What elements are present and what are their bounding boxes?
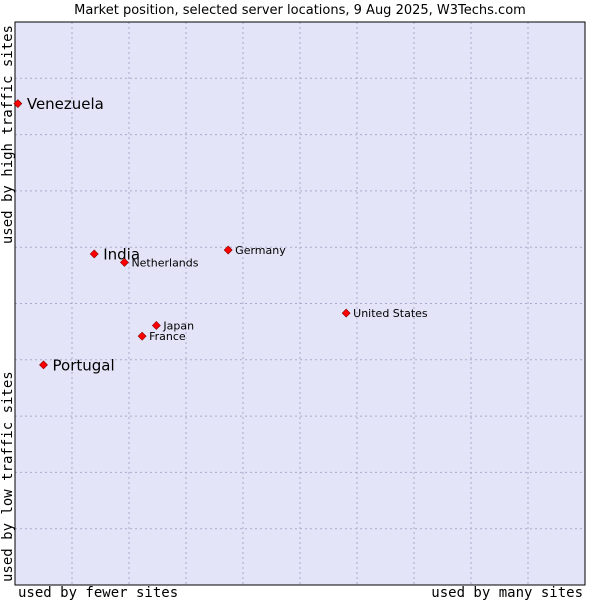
point-marker-germany xyxy=(223,245,233,255)
point-label-germany: Germany xyxy=(235,244,286,257)
point-label-france: France xyxy=(149,330,186,343)
y-axis-label-low: used by low traffic sites xyxy=(0,371,16,582)
x-axis-label-low: used by fewer sites xyxy=(18,585,178,600)
point-marker-india xyxy=(89,249,99,259)
point-label-venezuela: Venezuela xyxy=(27,95,104,113)
point-marker-united-states xyxy=(341,308,351,318)
point-marker-france xyxy=(137,331,147,341)
x-axis-label-high: used by many sites xyxy=(431,585,583,600)
grid-lines xyxy=(15,22,585,585)
chart-title: Market position, selected server locatio… xyxy=(74,3,526,18)
point-label-netherlands: Netherlands xyxy=(131,256,198,269)
plot-border xyxy=(14,21,586,586)
point-label-india: India xyxy=(103,245,140,263)
point-label-united-states: United States xyxy=(353,307,428,320)
point-label-japan: Japan xyxy=(162,319,194,332)
point-marker-netherlands xyxy=(120,257,129,267)
point-label-portugal: Portugal xyxy=(53,356,115,374)
point-marker-portugal xyxy=(39,360,48,370)
y-axis-label-high: used by high traffic sites xyxy=(0,25,16,244)
point-marker-japan xyxy=(151,321,161,330)
point-marker-venezuela xyxy=(13,99,23,109)
